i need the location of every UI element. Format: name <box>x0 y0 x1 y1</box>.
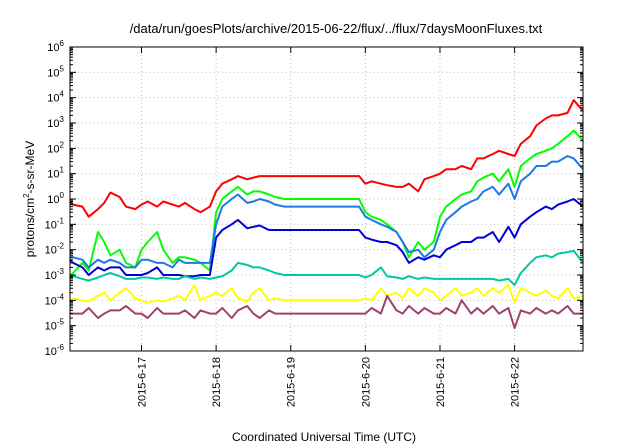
x-tick-label: 2015-6-17 <box>137 357 149 407</box>
y-tick-exp: -5 <box>57 318 65 327</box>
y-tick-base: 10 <box>45 346 57 358</box>
chart-title: /data/run/goesPlots/archive/2015-06-22/f… <box>130 21 543 36</box>
y-axis: 10-610-510-410-310-210-11001011021031041… <box>45 39 583 358</box>
y-tick-label: 102 <box>47 140 64 155</box>
y-axis-label-sup: 2 <box>22 193 31 198</box>
y-tick-base: 10 <box>47 194 59 206</box>
series-line-7 <box>70 294 583 330</box>
y-tick-base: 10 <box>47 42 59 54</box>
y-tick-label: 101 <box>47 166 64 181</box>
series-line-4 <box>69 198 584 278</box>
y-tick-base: 10 <box>45 295 57 307</box>
y-tick-exp: -2 <box>57 242 65 251</box>
y-tick-label: 10-3 <box>45 267 65 282</box>
y-tick-label: 103 <box>47 115 64 130</box>
y-tick-exp: 3 <box>60 115 65 124</box>
y-tick-base: 10 <box>47 118 59 130</box>
x-axis: 2015-6-17 2015-6-18 2015-6-19 2015-6-20 2015… <box>137 47 522 407</box>
series-line-1 <box>69 99 584 218</box>
series-line-6 <box>69 284 584 304</box>
y-tick-label: 105 <box>47 64 64 79</box>
y-tick-exp: 4 <box>60 90 65 99</box>
y-tick-base: 10 <box>45 219 57 231</box>
y-tick-exp: -3 <box>57 267 65 276</box>
y-tick-exp: -1 <box>57 216 65 225</box>
y-axis-label: protons/cm2-s-sr-MeV <box>22 141 37 257</box>
series-group <box>69 99 584 330</box>
series-line-2 <box>69 129 584 277</box>
y-tick-exp: 0 <box>60 191 65 200</box>
y-tick-label: 106 <box>47 39 64 54</box>
y-tick-exp: 6 <box>60 39 65 48</box>
y-tick-base: 10 <box>45 245 57 257</box>
x-tick-label: 2015-6-22 <box>510 357 522 407</box>
y-axis-label-suffix: -s-sr-MeV <box>23 141 37 194</box>
y-tick-label: 100 <box>47 191 64 206</box>
x-tick-label: 2015-6-19 <box>286 357 298 407</box>
y-tick-base: 10 <box>47 143 59 155</box>
y-tick-label: 10-5 <box>45 318 65 333</box>
x-tick-label: 2015-6-21 <box>435 357 447 407</box>
x-axis-label: Coordinated Universal Time (UTC) <box>232 430 416 444</box>
y-tick-exp: 2 <box>60 140 65 149</box>
y-tick-base: 10 <box>47 67 59 79</box>
y-tick-exp: 1 <box>60 166 65 175</box>
y-axis-label-prefix: protons/cm <box>23 198 37 257</box>
y-tick-label: 10-6 <box>45 343 65 358</box>
x-tick-label: 2015-6-18 <box>211 357 223 407</box>
y-tick-base: 10 <box>47 93 59 105</box>
y-tick-exp: -4 <box>57 292 65 301</box>
y-tick-base: 10 <box>45 270 57 282</box>
y-tick-label: 10-4 <box>45 292 65 307</box>
x-tick-label: 2015-6-20 <box>360 357 372 407</box>
y-tick-label: 104 <box>47 90 64 105</box>
series-line-3 <box>70 155 584 269</box>
y-tick-exp: 5 <box>60 64 65 73</box>
y-tick-label: 10-1 <box>45 216 65 231</box>
y-tick-exp: -6 <box>57 343 65 352</box>
series-line-5 <box>69 249 584 287</box>
y-tick-base: 10 <box>47 169 59 181</box>
y-tick-label: 10-2 <box>45 242 65 257</box>
y-tick-base: 10 <box>45 321 57 333</box>
